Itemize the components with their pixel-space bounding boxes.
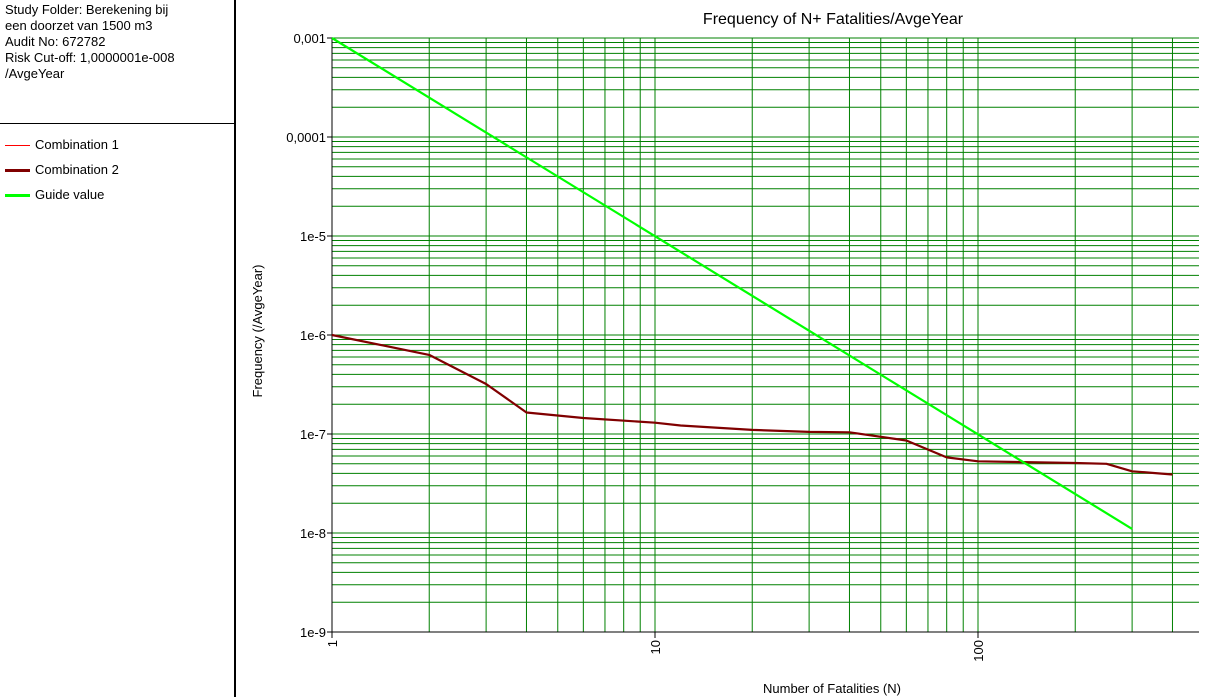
y-tick-label: 0,0001 [286, 130, 326, 145]
legend-label: Combination 2 [35, 162, 119, 177]
legend-swatch-guide-value [5, 194, 30, 197]
x-tick-label: 10 [648, 640, 663, 654]
tick-labels: 0,001 0,0001 1e-5 1e-6 1e-7 1e-8 1e-91 10 100 [286, 31, 986, 662]
x-axis-label: Number of Fatalities (N) [763, 681, 901, 696]
legend-label: Combination 1 [35, 137, 119, 152]
legend-item-combination-1[interactable]: Combination 1 [5, 137, 119, 162]
y-tick-label: 1e-8 [300, 526, 326, 541]
legend-item-combination-2[interactable]: Combination 2 [5, 162, 119, 187]
study-folder-line-2: een doorzet van 1500 m3 [5, 18, 153, 33]
series-guide-value [331, 37, 1133, 530]
series-combination-2 [331, 333, 1173, 476]
risk-cutoff-unit: /AvgeYear [5, 66, 65, 81]
series-group [331, 37, 1173, 530]
y-tick-label: 1e-6 [300, 328, 326, 343]
legend: Combination 1 Combination 2 Guide value [5, 137, 119, 212]
audit-number: Audit No: 672782 [5, 34, 106, 49]
chart-title: Frequency of N+ Fatalities/AvgeYear [703, 11, 964, 28]
grid [331, 37, 1199, 633]
x-tick-label: 1 [325, 640, 340, 647]
y-tick-label: 0,001 [293, 31, 326, 46]
y-axis-label: Frequency (/AvgeYear) [250, 265, 265, 398]
legend-swatch-combination-1 [5, 145, 30, 146]
y-tick-label: 1e-9 [300, 625, 326, 640]
study-folder-line-1: Study Folder: Berekening bij [5, 2, 169, 17]
study-info-box: Study Folder: Berekening bij een doorzet… [0, 0, 234, 124]
x-tick-label: 100 [971, 640, 986, 662]
fn-curve-chart: Frequency of N+ Fatalities/AvgeYear Freq… [250, 11, 1199, 696]
left-panel: Study Folder: Berekening bij een doorzet… [0, 0, 236, 697]
legend-item-guide-value[interactable]: Guide value [5, 187, 119, 212]
risk-cutoff: Risk Cut-off: 1,0000001e-008 [5, 50, 175, 65]
y-tick-label: 1e-5 [300, 229, 326, 244]
legend-label: Guide value [35, 187, 105, 202]
y-tick-label: 1e-7 [300, 427, 326, 442]
legend-swatch-combination-2 [5, 169, 30, 172]
